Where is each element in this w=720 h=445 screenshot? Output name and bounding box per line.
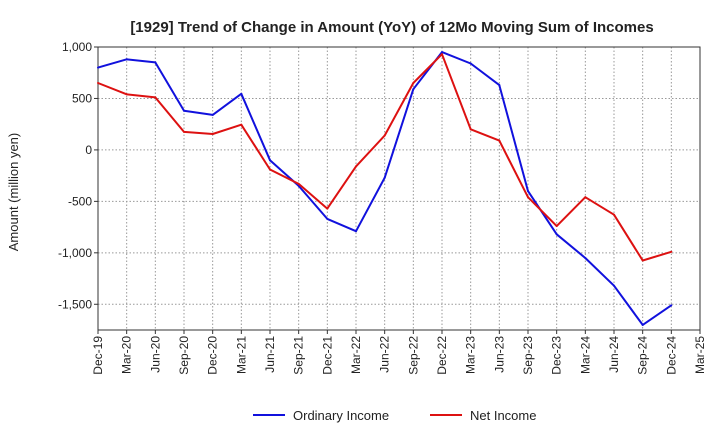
data-point bbox=[383, 134, 386, 137]
x-tick-label: Dec-21 bbox=[320, 336, 334, 375]
data-point bbox=[269, 168, 271, 171]
plot-frame bbox=[97, 46, 701, 331]
x-tick-label: Jun-23 bbox=[492, 336, 506, 373]
data-point bbox=[584, 196, 587, 199]
data-point bbox=[670, 304, 673, 307]
data-point bbox=[183, 109, 185, 112]
data-point bbox=[584, 256, 587, 259]
data-point bbox=[555, 233, 558, 236]
x-tick-label: Jun-24 bbox=[607, 336, 621, 373]
data-point bbox=[641, 259, 644, 262]
data-point bbox=[297, 182, 300, 185]
legend: Ordinary Income Net Income bbox=[253, 408, 536, 423]
x-tick-label: Sep-20 bbox=[177, 336, 191, 375]
data-point bbox=[527, 190, 529, 193]
y-tick-label: -1,500 bbox=[58, 297, 92, 311]
data-point bbox=[670, 250, 673, 253]
data-point bbox=[498, 84, 501, 87]
y-tick-label: 1,000 bbox=[62, 40, 92, 54]
x-tick-label: Dec-24 bbox=[664, 336, 678, 375]
data-point bbox=[469, 128, 472, 131]
x-tick-label: Mar-21 bbox=[234, 336, 248, 374]
data-point bbox=[326, 217, 329, 220]
data-point bbox=[469, 62, 472, 65]
data-point bbox=[383, 176, 386, 179]
x-tick-label: Jun-21 bbox=[263, 336, 277, 373]
y-axis-label: Amount (million yen) bbox=[6, 133, 21, 252]
data-point bbox=[441, 53, 443, 56]
x-tick-label: Mar-22 bbox=[349, 336, 363, 374]
x-tick-label: Dec-20 bbox=[206, 336, 220, 375]
data-point bbox=[154, 61, 157, 64]
data-point bbox=[498, 139, 501, 142]
x-tick-label: Sep-21 bbox=[292, 336, 306, 375]
y-tick-label: 500 bbox=[72, 91, 92, 105]
data-point bbox=[211, 113, 214, 116]
x-tick-label: Mar-24 bbox=[578, 336, 592, 374]
x-tick-label: Dec-22 bbox=[435, 336, 449, 375]
x-tick-label: Mar-20 bbox=[120, 336, 134, 374]
x-tick-label: Sep-24 bbox=[636, 336, 650, 375]
data-point bbox=[125, 93, 128, 96]
data-point bbox=[183, 130, 185, 133]
data-point bbox=[355, 165, 357, 168]
data-point bbox=[97, 66, 99, 69]
data-point bbox=[97, 82, 99, 85]
legend-label: Ordinary Income bbox=[293, 408, 389, 423]
data-point bbox=[269, 159, 271, 162]
data-point bbox=[412, 82, 415, 85]
data-point bbox=[613, 284, 615, 287]
legend-label: Net Income bbox=[470, 408, 536, 423]
data-point bbox=[211, 132, 214, 135]
data-point bbox=[240, 123, 243, 126]
x-tick-label: Jun-22 bbox=[378, 336, 392, 373]
data-point bbox=[326, 207, 329, 210]
data-point bbox=[555, 225, 558, 228]
data-point bbox=[441, 51, 443, 54]
y-tick-label: -500 bbox=[68, 194, 92, 208]
y-tick-label: 0 bbox=[85, 143, 92, 157]
data-point bbox=[240, 92, 243, 95]
chart-title: [1929] Trend of Change in Amount (YoY) o… bbox=[130, 19, 653, 36]
x-tick-label: Dec-23 bbox=[550, 336, 564, 375]
x-tick-label: Sep-22 bbox=[406, 336, 420, 375]
data-point bbox=[527, 196, 529, 199]
plot-area: 1,000 500 0 -500 -1,000 -1,500 Dec-19 Mar-20 Jun… bbox=[58, 40, 707, 375]
data-point bbox=[641, 323, 644, 326]
x-tick-label: Jun-20 bbox=[148, 336, 162, 373]
y-tick-label: -1,000 bbox=[58, 246, 92, 260]
data-point bbox=[613, 213, 615, 216]
data-point bbox=[154, 96, 157, 99]
data-point bbox=[412, 88, 415, 91]
x-tick-label: Mar-25 bbox=[693, 336, 707, 374]
data-point bbox=[125, 58, 128, 61]
data-point bbox=[355, 230, 357, 233]
x-tick-label: Sep-23 bbox=[521, 336, 535, 375]
plot-background bbox=[98, 47, 700, 330]
x-tick-label: Mar-23 bbox=[464, 336, 478, 374]
x-tick-label: Dec-19 bbox=[91, 336, 105, 375]
